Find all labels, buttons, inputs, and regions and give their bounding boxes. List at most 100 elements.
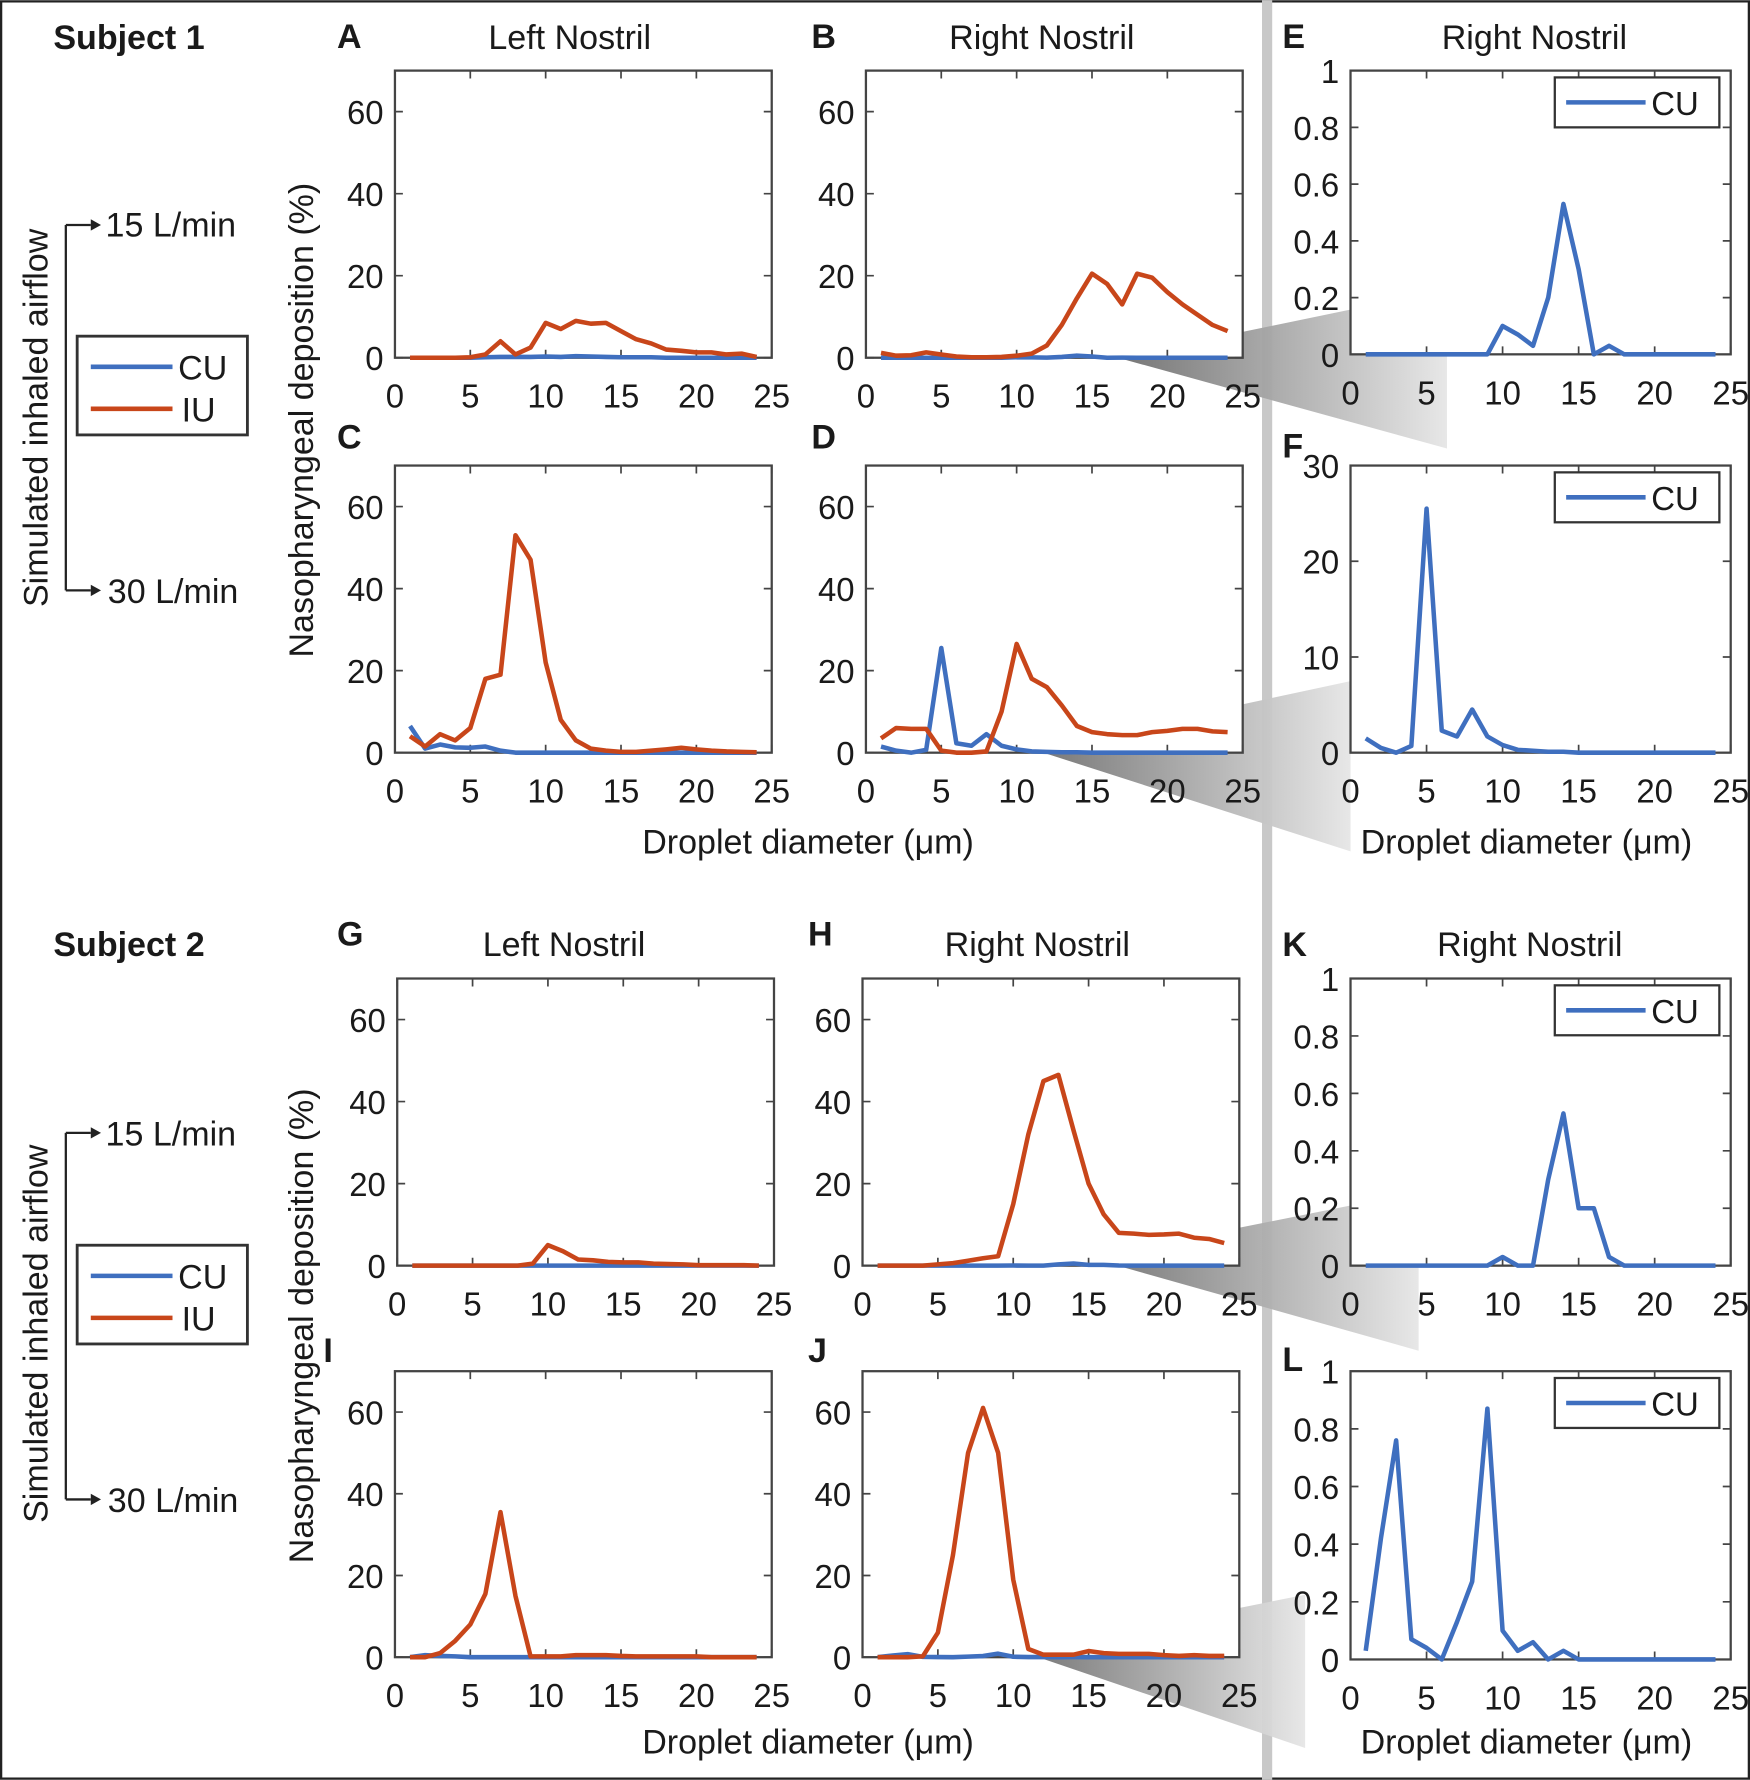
y-tick-label: 0 [1321, 337, 1339, 374]
y-tick-label: 1 [1321, 53, 1339, 90]
x-tick-label: 0 [857, 378, 875, 415]
series-line-iu [877, 1405, 1225, 1660]
y-tick-label: 0.8 [1293, 1411, 1339, 1448]
x-tick-label: 10 [1484, 773, 1521, 810]
legend-box [75, 334, 249, 437]
series-line-cu [1365, 201, 1716, 357]
airflow-bracket [64, 223, 91, 592]
legend-iu-label: IU [182, 1300, 216, 1338]
series-line-iu [877, 1072, 1225, 1268]
series-line-iu [408, 532, 757, 755]
flow-15-label: 15 L/min [106, 206, 237, 244]
x-tick-label: 25 [1221, 1286, 1258, 1323]
legend-cu-label: CU [178, 1258, 227, 1296]
x-tick-label: 0 [1341, 1679, 1359, 1716]
panel-f: 0 5 10 15 20 25 0 10 20 30F CU [1282, 428, 1749, 810]
x-tick-label: 10 [1484, 1286, 1521, 1323]
x-tick-label: 0 [386, 1677, 404, 1714]
x-tick-label: 20 [678, 773, 715, 810]
x-tick-label: 20 [678, 378, 715, 415]
y-tick-label: 0 [1321, 1642, 1339, 1679]
x-tick-label: 25 [1224, 378, 1261, 415]
y-tick-label: 0.6 [1293, 1076, 1339, 1113]
panel-letter: B [811, 18, 836, 56]
flow-30-label: 30 L/min [108, 1482, 239, 1520]
y-tick-label: 0.6 [1293, 167, 1339, 204]
series-line-iu [879, 641, 1228, 755]
x-tick-label: 25 [1221, 1677, 1258, 1714]
y-tick-label: 60 [815, 1002, 852, 1039]
panel-letter: D [811, 419, 836, 457]
zoom-callout-wedge [1032, 681, 1351, 852]
y-tick-label: 20 [815, 1166, 852, 1203]
x-tick-label: 5 [929, 1677, 947, 1714]
y-tick-label: 20 [347, 653, 384, 690]
x-tick-label: 0 [388, 1286, 406, 1323]
panel-d: 0 5 10 15 20 25 0 20 40 60 D [811, 419, 1261, 810]
plot-frame [861, 977, 1241, 1267]
x-tick-label: 5 [1417, 1679, 1435, 1716]
series-line-cu [1363, 1406, 1716, 1662]
y-tick-label: 0 [836, 340, 854, 377]
x-tick-label: 25 [1712, 1679, 1749, 1716]
x-tick-label: 5 [1417, 374, 1435, 411]
series-line-iu [880, 271, 1229, 360]
x-tick-label: 0 [857, 773, 875, 810]
x-tick-label: 0 [386, 773, 404, 810]
column-divider [1261, 0, 1273, 1780]
legend-iu-label: IU [182, 391, 216, 429]
x-tick-label: 10 [527, 1677, 564, 1714]
x-axis-label-2: Droplet diameter (μm) [642, 1724, 974, 1762]
y-tick-label: 0.2 [1293, 280, 1339, 317]
y-tick-label: 20 [349, 1166, 386, 1203]
x-tick-label: 25 [753, 1677, 790, 1714]
y-tick-label: 40 [347, 571, 384, 608]
x-tick-label: 5 [461, 378, 479, 415]
x-tick-label: 10 [995, 1286, 1032, 1323]
subject-1-label: Subject 1 [53, 19, 204, 57]
y-tick-label: 60 [347, 94, 384, 131]
x-tick-label: 5 [1417, 773, 1435, 810]
panel-letter: G [337, 916, 363, 954]
zoom-callout-wedge [1089, 1191, 1419, 1351]
y-tick-label: 20 [347, 1558, 384, 1595]
flow-15-label: 15 L/min [106, 1115, 237, 1153]
x-axis-label-1: Droplet diameter (μm) [642, 824, 974, 862]
plot-frame [393, 69, 773, 359]
y-tick-label: 40 [818, 571, 855, 608]
x-tick-label: 15 [1070, 1677, 1107, 1714]
plot-frame [861, 1370, 1241, 1659]
y-tick-label: 10 [1303, 639, 1340, 676]
x-tick-label: 10 [995, 1677, 1032, 1714]
x-tick-label: 20 [678, 1677, 715, 1714]
y-tick-label: 60 [818, 94, 855, 131]
panel-title: Left Nostril [488, 19, 651, 57]
x-tick-label: 10 [1484, 1679, 1521, 1716]
legend-box [75, 1243, 249, 1346]
panel-title: Left Nostril [483, 926, 646, 964]
y-tick-label: 20 [818, 653, 855, 690]
x-tick-label: 25 [753, 378, 790, 415]
x-tick-label: 15 [1560, 1286, 1597, 1323]
y-tick-label: 40 [815, 1476, 852, 1513]
plot-frame [864, 464, 1244, 754]
panel-b: 0 5 10 15 20 25 0 20 40 60 B Right Nostril [811, 18, 1261, 415]
x-tick-label: 0 [1341, 773, 1359, 810]
x-tick-label: 5 [932, 378, 950, 415]
y-tick-label: 60 [815, 1395, 852, 1432]
y-tick-label: 0 [365, 735, 383, 772]
panel-letter: I [323, 1332, 332, 1370]
y-tick-label: 0.2 [1293, 1191, 1339, 1228]
x-tick-label: 15 [605, 1286, 642, 1323]
x-tick-label: 15 [1560, 773, 1597, 810]
series-line-iu [410, 1509, 757, 1660]
plot-frame [393, 1370, 773, 1659]
y-tick-label: 0 [365, 1640, 383, 1677]
y-tick-label: 0.4 [1293, 1133, 1339, 1170]
panel-letter: E [1282, 18, 1305, 56]
x-tick-label: 0 [1341, 374, 1359, 411]
y-tick-label: 0 [833, 1248, 851, 1285]
y-tick-label: 0 [1321, 735, 1339, 772]
y-tick-label: 30 [1303, 448, 1340, 485]
